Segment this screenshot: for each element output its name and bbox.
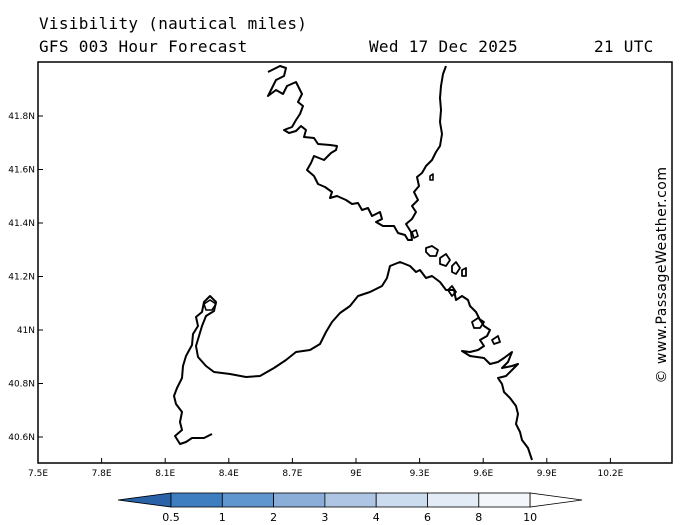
legend-value-label: 8 <box>475 511 482 524</box>
legend-high-arrow <box>529 492 583 508</box>
legend-swatch <box>478 492 531 508</box>
legend-swatch <box>170 492 223 508</box>
lon-tick-label: 9E <box>350 469 362 479</box>
lat-tick-label: 41.6N <box>8 166 35 176</box>
legend-value-label: 10 <box>523 511 537 524</box>
map-frame <box>37 61 673 464</box>
lon-tick-label: 8.1E <box>155 469 175 479</box>
map-title: Visibility (nautical miles) <box>39 14 308 33</box>
lon-tick-label: 8.4E <box>219 469 239 479</box>
lavezzi-islands <box>411 173 434 239</box>
legend-swatch <box>221 492 275 508</box>
legend-value-label: 4 <box>373 511 380 524</box>
legend-value-label: 2 <box>270 511 277 524</box>
visibility-legend: 0.5 1 2 3 4 6 8 10 <box>117 492 583 524</box>
lon-tick-label: 9.6E <box>473 469 493 479</box>
longitude-axis: 7.5E 7.8E 8.1E 8.4E 8.7E 9E 9.3E 9.6E 9.9E 10.2E <box>28 458 624 479</box>
legend-swatch <box>375 492 428 508</box>
sardinia-coastline <box>173 261 533 461</box>
asinara-island <box>203 299 217 311</box>
credit-watermark: © www.PassageWeather.com <box>650 150 674 400</box>
forecast-date: Wed 17 Dec 2025 <box>369 37 518 56</box>
lat-tick-label: 40.8N <box>8 380 35 390</box>
legend-swatch <box>324 492 377 508</box>
legend-value-label: 6 <box>424 511 431 524</box>
lat-tick-label: 41.4N <box>8 219 35 229</box>
lon-tick-label: 9.3E <box>410 469 430 479</box>
forecast-subtitle: GFS 003 Hour Forecast <box>39 37 248 56</box>
legend-value-label: 0.5 <box>162 511 180 524</box>
latitude-axis: 41.8N 41.6N 41.4N 41.2N 41N 40.8N 40.6N <box>8 112 43 443</box>
credit-text: © www.PassageWeather.com <box>654 166 670 384</box>
lat-tick-label: 41N <box>17 326 35 336</box>
legend-value-label: 3 <box>321 511 328 524</box>
corsica-coastline <box>267 65 447 241</box>
lon-tick-label: 7.8E <box>92 469 112 479</box>
legend-low-arrow <box>117 492 172 508</box>
legend-swatch <box>273 492 326 508</box>
lon-tick-label: 10.2E <box>598 469 624 479</box>
legend-value-label: 1 <box>219 511 226 524</box>
lat-tick-label: 40.6N <box>8 433 35 443</box>
lon-tick-label: 7.5E <box>28 469 48 479</box>
legend-swatch <box>427 492 480 508</box>
maddalena-islands <box>425 245 501 345</box>
forecast-time: 21 UTC <box>594 37 654 56</box>
lon-tick-label: 9.9E <box>537 469 557 479</box>
lat-tick-label: 41.8N <box>8 112 35 122</box>
lat-tick-label: 41.2N <box>8 273 35 283</box>
lon-tick-label: 8.7E <box>282 469 302 479</box>
